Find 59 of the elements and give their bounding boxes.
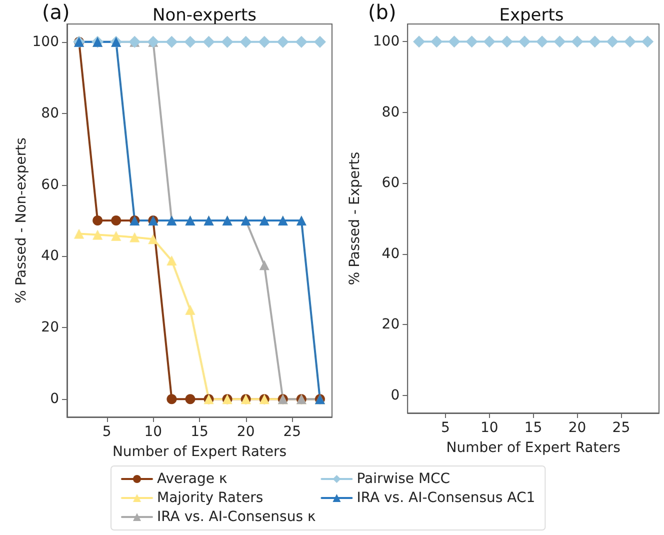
point [295, 36, 308, 48]
legend-label: Pairwise MCC [356, 471, 450, 487]
x-tick-label: 25 [612, 420, 630, 436]
y-tick-label: 60 [382, 175, 400, 192]
chart-title: Non-experts [152, 6, 257, 26]
legend-label: IRA vs. AI-Consensus AC1 [356, 490, 536, 506]
x-axis-title: Number of Expert Raters [446, 440, 620, 456]
y-tick-label: 80 [41, 105, 59, 122]
x-tick-label: 15 [190, 424, 208, 440]
y-tick-label: 40 [41, 248, 59, 264]
x-tick-label: 10 [480, 420, 498, 436]
point [74, 228, 84, 239]
point [276, 36, 289, 48]
point [185, 394, 196, 404]
point [111, 230, 122, 241]
point [240, 36, 252, 48]
x-tick-label: 5 [102, 424, 112, 440]
point [148, 234, 158, 244]
y-tick-label: 100 [372, 34, 400, 50]
y-tick-label: 80 [382, 104, 400, 120]
x-tick-label: 5 [440, 420, 450, 436]
point [185, 304, 196, 315]
point [221, 36, 234, 48]
point [314, 36, 326, 48]
point [92, 216, 103, 226]
x-axis-title: Number of Expert Raters [112, 444, 287, 460]
point [166, 394, 177, 404]
chart-title: Experts [499, 6, 564, 26]
legend-label: IRA vs. AI-Consensus κ [157, 509, 316, 525]
y-tick-label: 0 [50, 391, 59, 408]
x-tick-label: 25 [283, 424, 302, 440]
x-tick-label: 20 [568, 420, 586, 436]
point [130, 232, 140, 242]
point [258, 36, 270, 48]
point [111, 216, 122, 226]
point [278, 216, 288, 226]
y-tick-label: 40 [382, 246, 400, 262]
text: (b) [368, 0, 396, 24]
y-axis-title: % Passed - Experts [347, 152, 363, 286]
x-tick-label: 15 [524, 420, 542, 436]
point [259, 216, 270, 226]
point [259, 260, 270, 270]
y-tick-label: 20 [382, 316, 400, 333]
point [92, 230, 103, 240]
y-axis-title: % Passed - Non-experts [13, 138, 30, 304]
x-tick-label: 10 [144, 424, 162, 440]
point [202, 36, 215, 48]
point [184, 36, 196, 48]
point [166, 256, 177, 266]
legend-label: Majority Raters [157, 490, 264, 506]
point [296, 216, 306, 226]
legend-label: Average κ [157, 471, 228, 487]
y-tick-label: 100 [32, 34, 59, 50]
y-tick-label: 0 [390, 387, 400, 404]
point [166, 36, 178, 48]
text: (a) [42, 0, 70, 24]
y-tick-label: 20 [41, 320, 59, 336]
y-tick-label: 60 [41, 176, 59, 193]
x-tick-label: 20 [236, 424, 255, 440]
